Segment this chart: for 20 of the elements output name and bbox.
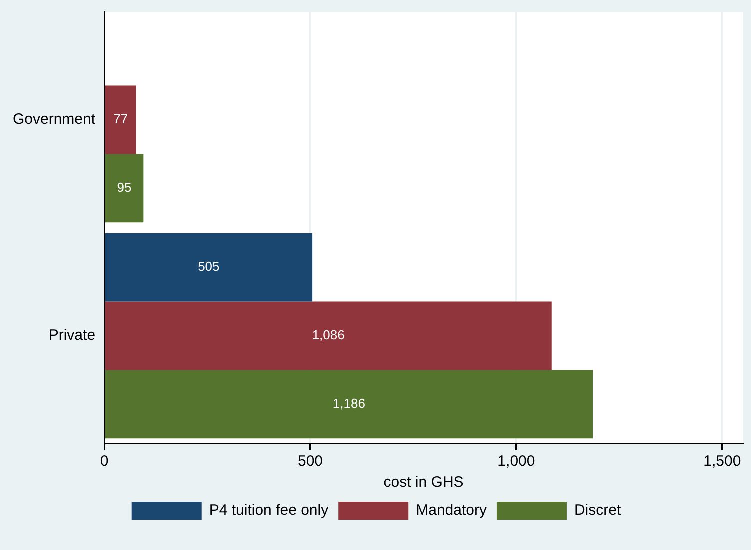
y-tick-label: Private: [48, 327, 96, 344]
bar: [105, 302, 552, 370]
data-label: 95: [117, 180, 132, 195]
legend-label: Discret: [574, 502, 622, 520]
data-label: 505: [198, 259, 220, 274]
x-tick-label: 1,500: [704, 453, 742, 470]
bar: [105, 86, 136, 154]
bar: [105, 233, 313, 302]
data-label: 1,086: [312, 328, 345, 343]
bar: [105, 154, 144, 223]
x-axis-title: cost in GHS: [384, 474, 464, 492]
data-label: 1,186: [332, 396, 366, 411]
y-tick-label: Government: [12, 111, 96, 128]
legend-label: P4 tuition fee only: [209, 502, 330, 520]
x-tick-label: 1,000: [498, 453, 536, 470]
bar: [105, 370, 594, 439]
x-tick-label: 500: [298, 453, 324, 470]
data-label: 77: [114, 112, 128, 127]
x-tick-label: 0: [100, 453, 109, 470]
legend-label: Mandatory: [416, 502, 488, 520]
